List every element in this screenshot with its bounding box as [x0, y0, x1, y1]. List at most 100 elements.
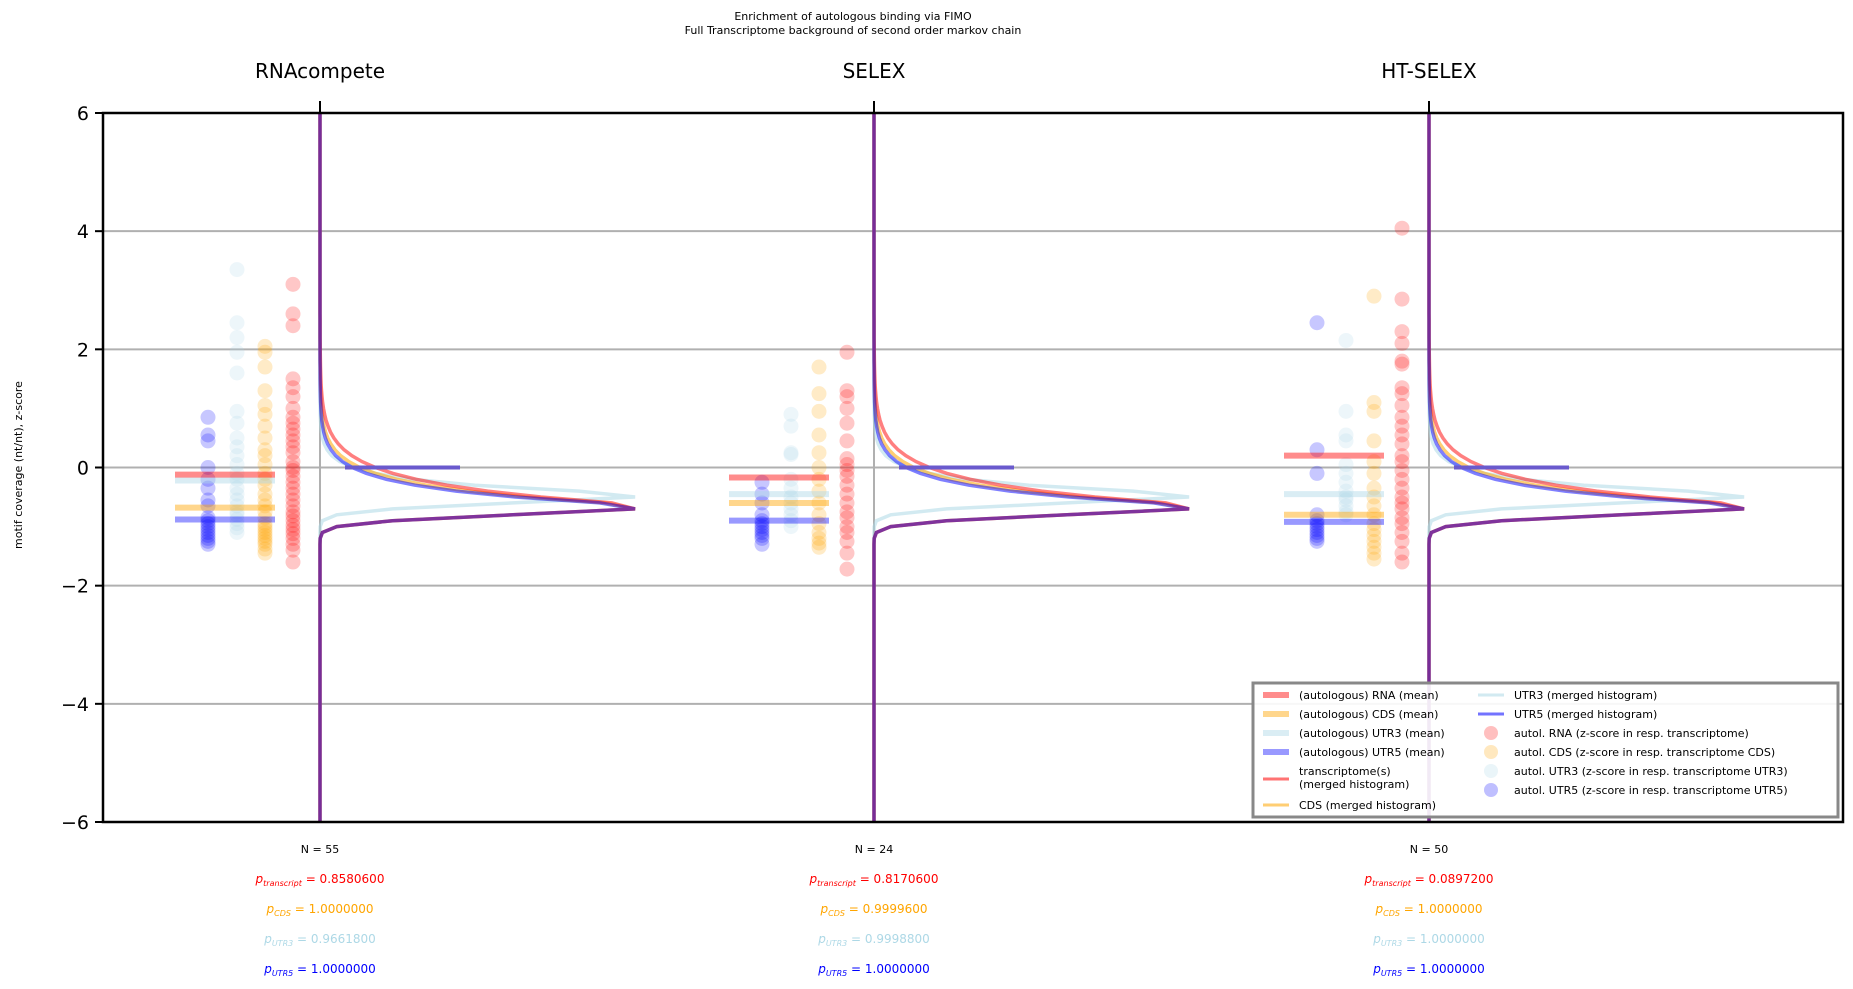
n-label: N = 55: [301, 843, 339, 856]
utr3-point: [229, 498, 245, 514]
cds-point: [257, 541, 273, 557]
cds-point: [257, 338, 273, 354]
utr5-point: [200, 519, 216, 535]
utr3-point: [229, 415, 245, 431]
cds-point: [1366, 507, 1382, 523]
p-value-utr5: pUTR5 = 1.0000000: [1372, 962, 1485, 978]
rna-point: [285, 492, 301, 508]
cds-point: [811, 530, 827, 546]
rna-point: [1394, 462, 1410, 478]
legend-label: autol. CDS (z-score in resp. transcripto…: [1514, 746, 1775, 759]
rna-point: [285, 380, 301, 396]
cds-point: [257, 406, 273, 422]
utr3-point: [1338, 427, 1354, 443]
utr5-point: [754, 536, 770, 552]
rna-point: [839, 400, 855, 416]
legend-label: CDS (merged histogram): [1299, 799, 1436, 812]
utr5-point: [1309, 519, 1325, 535]
rna-point: [839, 561, 855, 577]
panel-title: HT-SELEX: [1381, 59, 1477, 83]
utr5-point: [1309, 530, 1325, 546]
chart-subtitle: Full Transcriptome background of second …: [685, 24, 1022, 37]
scatter-points: [200, 220, 1410, 577]
utr5-point: [754, 486, 770, 502]
legend-handle: [1484, 726, 1498, 740]
legend-label: UTR5 (merged histogram): [1514, 708, 1657, 721]
cds-point: [257, 397, 273, 413]
rna-point: [285, 480, 301, 496]
utr3-point: [1338, 498, 1354, 514]
legend-label: autol. RNA (z-score in resp. transcripto…: [1514, 727, 1749, 740]
utr5-point: [1309, 522, 1325, 538]
cds-point: [1366, 403, 1382, 419]
utr3-point: [783, 418, 799, 434]
utr3-point: [229, 507, 245, 523]
utr3-point: [1338, 504, 1354, 520]
cds-point: [257, 448, 273, 464]
cds-point: [257, 504, 273, 520]
rna-point: [1394, 386, 1410, 402]
utr5-point: [754, 527, 770, 543]
utr5-point: [200, 498, 216, 514]
rna-point: [285, 542, 301, 558]
rna-point: [839, 486, 855, 502]
axes: −6 −4 −2 0 2 4 6: [61, 101, 1430, 834]
p-value-utr3: pUTR3 = 1.0000000: [1372, 932, 1485, 948]
utr5-point: [200, 527, 216, 543]
cds-point: [1366, 527, 1382, 543]
rna-point: [1394, 380, 1410, 396]
cds-point: [811, 427, 827, 443]
utr3-point: [1338, 474, 1354, 490]
utr5-point: [200, 536, 216, 552]
cds-point: [811, 507, 827, 523]
cds-point: [257, 498, 273, 514]
utr3-point: [229, 330, 245, 346]
cds-point: [257, 418, 273, 434]
rna-point: [285, 508, 301, 524]
rna-point: [839, 389, 855, 405]
rna-point: [839, 415, 855, 431]
legend-label: (autologous) RNA (mean): [1299, 689, 1439, 702]
utr3-point: [229, 511, 245, 527]
p-value-utr3: pUTR3 = 0.9661800: [263, 932, 376, 948]
utr3-point: [229, 480, 245, 496]
legend-label: UTR3 (merged histogram): [1514, 689, 1657, 702]
rna-point: [839, 462, 855, 478]
cds-point: [257, 536, 273, 552]
rna-point: [285, 498, 301, 514]
rna-point: [285, 306, 301, 322]
cds-point: [1366, 533, 1382, 549]
utr3-point: [783, 445, 799, 461]
utr5-point: [754, 513, 770, 529]
cds-point: [811, 524, 827, 540]
utr3-point: [229, 344, 245, 360]
cds-point: [1366, 516, 1382, 532]
y-tick-label: 2: [77, 339, 89, 361]
rna-point: [285, 468, 301, 484]
mean-lines: [175, 452, 1569, 525]
cds-point: [811, 495, 827, 511]
rna-point: [285, 462, 301, 478]
rna-point: [285, 318, 301, 334]
rna-point: [839, 533, 855, 549]
rna-point: [1394, 448, 1410, 464]
cds-point: [257, 477, 273, 493]
rna-point: [1394, 454, 1410, 470]
cds-point: [811, 359, 827, 375]
utr3-point: [783, 513, 799, 529]
utr3-point: [783, 507, 799, 523]
panel-title: SELEX: [843, 59, 906, 83]
y-axis-label: motif coverage (nt/nt), z-score: [12, 381, 25, 549]
rna-point: [1394, 324, 1410, 340]
utr3-point: [1338, 403, 1354, 419]
cds-point: [1366, 498, 1382, 514]
cds-point: [1366, 395, 1382, 411]
rna-point: [1394, 335, 1410, 351]
utr3-point: [783, 480, 799, 496]
utr3-point: [229, 448, 245, 464]
p-value-transcript: ptranscript = 0.8580600: [255, 872, 385, 888]
legend-label: (autologous) UTR3 (mean): [1299, 727, 1445, 740]
utr5-point: [754, 522, 770, 538]
utr3-point: [229, 365, 245, 381]
